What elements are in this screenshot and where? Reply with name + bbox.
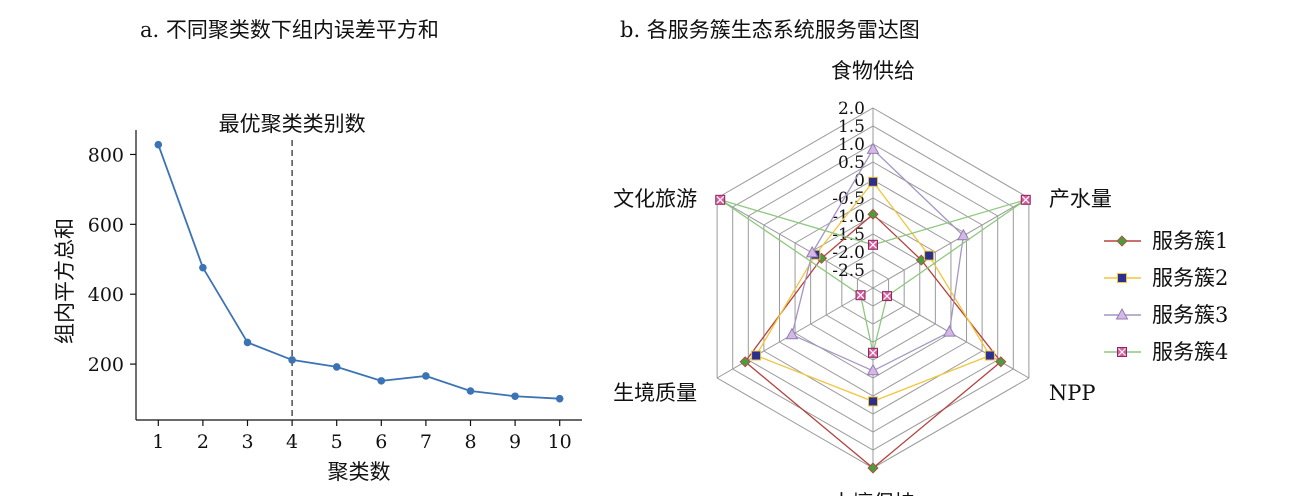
data-point	[243, 338, 252, 347]
series-marker-cross	[869, 240, 877, 249]
radar-axis-label: 生境质量	[613, 381, 697, 405]
series-marker-cross	[716, 195, 725, 204]
legend-label: 服务簇2	[1152, 266, 1228, 290]
series-marker-cross	[856, 291, 865, 300]
x-tick-label: 5	[331, 431, 343, 453]
series-marker	[855, 290, 866, 301]
series-marker	[1117, 347, 1127, 357]
radial-tick-label: -2.5	[832, 261, 865, 281]
series-line	[157, 144, 560, 400]
series-marker	[1020, 194, 1031, 205]
x-tick-label: 4	[286, 431, 298, 453]
x-tick-label: 3	[241, 431, 253, 453]
elbow-line-chart: 1 2 3 4 5 6 7 8 9 10 200 400 600 800 聚类数 组内平方总和 最优聚类类别数	[53, 112, 582, 484]
x-tick-label: 1	[152, 431, 164, 453]
data-point	[199, 263, 207, 272]
panel-a-title: a. 不同聚类数下组内误差平方和	[140, 18, 439, 42]
series-marker	[924, 250, 935, 261]
data-point	[555, 394, 564, 403]
radial-tick-label: 1.5	[838, 117, 865, 137]
series-marker	[805, 245, 819, 258]
series-marker	[715, 194, 726, 205]
legend-item-3: 服务簇3	[1104, 303, 1228, 327]
series-marker	[866, 363, 880, 376]
data-point	[332, 363, 341, 371]
radial-tick-label: 2.0	[838, 99, 865, 119]
series-marker	[866, 142, 880, 154]
y-tick-label: 800	[88, 144, 124, 166]
radial-tick-label: 1.0	[838, 135, 865, 155]
radial-tick-label: 0	[854, 171, 865, 191]
x-tick-label: 2	[197, 431, 209, 453]
series-marker	[739, 356, 751, 368]
series-marker	[868, 239, 878, 250]
series-marker	[943, 325, 956, 337]
series-marker	[867, 462, 879, 474]
y-tick-label: 400	[88, 284, 124, 306]
series-marker	[868, 347, 878, 358]
series-marker	[751, 350, 762, 361]
series-marker	[785, 327, 799, 340]
series-marker	[1115, 307, 1129, 320]
radar-axis-label: 土壤保持	[831, 491, 915, 496]
data-point	[511, 392, 519, 401]
legend-label: 服务簇3	[1152, 303, 1228, 327]
x-tick-label: 8	[464, 431, 476, 453]
series-marker	[882, 291, 893, 302]
series-marker	[867, 208, 879, 220]
data-point	[377, 377, 386, 385]
radar-series-3	[785, 142, 970, 376]
x-tick-label: 9	[509, 431, 521, 453]
series-marker-cross	[1118, 348, 1126, 356]
legend-item-2: 服务簇2	[1104, 266, 1228, 290]
y-axis-title: 组内平方总和	[53, 218, 77, 344]
radar-legend: 服务簇1 服务簇2 服务簇3 服务簇4	[1104, 229, 1228, 364]
radar-axis-label: 文化旅游	[613, 187, 697, 211]
x-axis-title: 聚类数	[328, 460, 391, 484]
series-marker	[868, 176, 878, 187]
legend-item-1: 服务簇1	[1104, 229, 1228, 253]
y-tick-label: 600	[88, 214, 124, 236]
series-marker	[1116, 235, 1128, 247]
radial-tick-label: -2.0	[832, 243, 865, 263]
radar-axis-label: 产水量	[1049, 187, 1112, 211]
series-marker	[957, 228, 970, 241]
radial-tick-label: 0.5	[838, 153, 865, 173]
data-point	[466, 387, 475, 395]
radar-axis-label: 食物供给	[831, 59, 915, 83]
series-marker-cross	[883, 292, 891, 301]
legend-label: 服务簇1	[1152, 229, 1228, 253]
legend-label: 服务簇4	[1152, 340, 1228, 364]
optimal-k-annotation: 最优聚类类别数	[219, 112, 366, 136]
radar-series-4	[715, 194, 1031, 358]
series-marker	[995, 356, 1007, 368]
data-point	[154, 140, 163, 149]
x-tick-label: 10	[548, 431, 572, 453]
radar-axis-label: NPP	[1049, 381, 1096, 405]
series-marker	[868, 396, 878, 407]
radar-spoke	[872, 197, 1030, 289]
series-marker	[1117, 273, 1127, 283]
radar-spoke	[716, 197, 874, 289]
data-point	[422, 372, 430, 380]
series-marker-cross	[869, 348, 877, 357]
x-tick-label: 6	[375, 431, 387, 453]
data-point	[288, 356, 296, 364]
panel-b-title: b. 各服务簇生态系统服务雷达图	[620, 18, 920, 42]
x-tick-label: 7	[420, 431, 432, 453]
y-tick-label: 200	[88, 354, 124, 376]
radar-chart: 2.01.51.00.50-0.5-1.0-1.5-2.0-2.5食物供给产水量…	[613, 59, 1112, 496]
series-marker-cross	[1021, 195, 1030, 204]
series-marker	[984, 350, 995, 361]
legend-item-4: 服务簇4	[1104, 340, 1228, 364]
